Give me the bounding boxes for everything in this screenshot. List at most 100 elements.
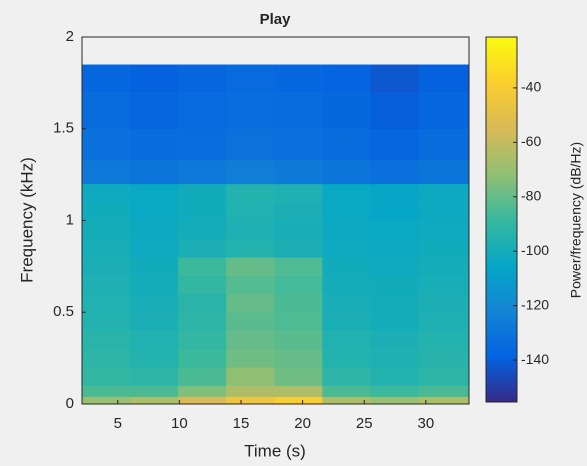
colorbar-tick-label: -100 xyxy=(521,242,549,258)
colorbar-tick-label: -80 xyxy=(521,187,541,203)
y-tick-label: 2 xyxy=(66,28,74,45)
cell xyxy=(370,330,419,350)
cell xyxy=(82,396,131,405)
cell xyxy=(370,396,419,405)
cell xyxy=(418,330,470,350)
cell xyxy=(130,128,179,161)
cell xyxy=(274,92,323,130)
cell xyxy=(322,202,371,221)
x-tick-label: 30 xyxy=(418,415,435,432)
cell xyxy=(130,293,179,313)
cell xyxy=(322,128,371,161)
cell xyxy=(82,257,131,276)
cell xyxy=(178,293,227,313)
cell xyxy=(130,348,179,368)
cell xyxy=(130,330,179,350)
cell xyxy=(82,293,131,313)
cell xyxy=(82,312,131,331)
cell xyxy=(130,159,179,185)
x-tick-label: 20 xyxy=(294,415,311,432)
cell xyxy=(418,202,470,221)
cell xyxy=(82,92,131,130)
cell xyxy=(322,159,371,185)
cell xyxy=(322,396,371,405)
cell xyxy=(370,220,419,240)
cell xyxy=(178,330,227,350)
cell xyxy=(130,275,179,295)
cell xyxy=(178,159,227,185)
cell xyxy=(418,183,470,203)
cell xyxy=(322,385,371,397)
cell xyxy=(130,64,179,93)
cell xyxy=(370,64,419,93)
cell xyxy=(274,238,323,258)
x-tick-label: 5 xyxy=(114,415,122,432)
cell xyxy=(226,183,275,203)
cell xyxy=(418,220,470,240)
colorbar-tick-label: -120 xyxy=(521,296,549,312)
cell xyxy=(226,385,275,397)
cell xyxy=(418,348,470,368)
cell xyxy=(130,202,179,221)
x-tick-label: 25 xyxy=(356,415,373,432)
colorbar-label: Power/frequency (dB/Hz) xyxy=(568,142,584,298)
cell xyxy=(274,128,323,161)
cell xyxy=(226,92,275,130)
cell xyxy=(418,238,470,258)
cell xyxy=(226,238,275,258)
cell xyxy=(130,220,179,240)
cell xyxy=(322,220,371,240)
cell xyxy=(82,367,131,386)
cell xyxy=(418,92,470,130)
cell xyxy=(418,293,470,313)
cell xyxy=(178,183,227,203)
cell xyxy=(178,312,227,331)
cell xyxy=(178,385,227,397)
cell xyxy=(274,275,323,295)
y-tick-label: 0.5 xyxy=(53,303,74,320)
cell xyxy=(370,367,419,386)
cell xyxy=(226,330,275,350)
cell xyxy=(322,92,371,130)
colorbar-tick-label: -40 xyxy=(521,79,541,95)
cell xyxy=(322,64,371,93)
x-tick-label: 10 xyxy=(171,415,188,432)
cell xyxy=(82,64,131,93)
y-tick-label: 1 xyxy=(66,211,74,228)
cell xyxy=(274,293,323,313)
cell xyxy=(274,183,323,203)
cell xyxy=(322,312,371,331)
cell xyxy=(82,238,131,258)
cell xyxy=(82,128,131,161)
cell xyxy=(274,330,323,350)
cell xyxy=(418,64,470,93)
y-tick-label: 0 xyxy=(66,395,74,412)
cell xyxy=(370,159,419,185)
x-tick-label: 15 xyxy=(233,415,250,432)
chart-title: Play xyxy=(260,11,292,28)
cell xyxy=(274,367,323,386)
cell xyxy=(226,348,275,368)
cell xyxy=(370,348,419,368)
cell xyxy=(226,275,275,295)
cell xyxy=(322,293,371,313)
cell xyxy=(322,367,371,386)
colorbar-tick-label: -140 xyxy=(521,351,549,367)
colorbar xyxy=(485,36,518,403)
cell xyxy=(130,385,179,397)
cell xyxy=(178,92,227,130)
cell xyxy=(226,202,275,221)
cell xyxy=(178,64,227,93)
cell xyxy=(130,92,179,130)
cell xyxy=(130,396,179,405)
cell xyxy=(322,238,371,258)
cell xyxy=(130,238,179,258)
cell xyxy=(322,330,371,350)
cell xyxy=(178,257,227,276)
cell xyxy=(130,367,179,386)
cell xyxy=(226,257,275,276)
cell xyxy=(178,238,227,258)
cell xyxy=(274,64,323,93)
cell xyxy=(370,275,419,295)
